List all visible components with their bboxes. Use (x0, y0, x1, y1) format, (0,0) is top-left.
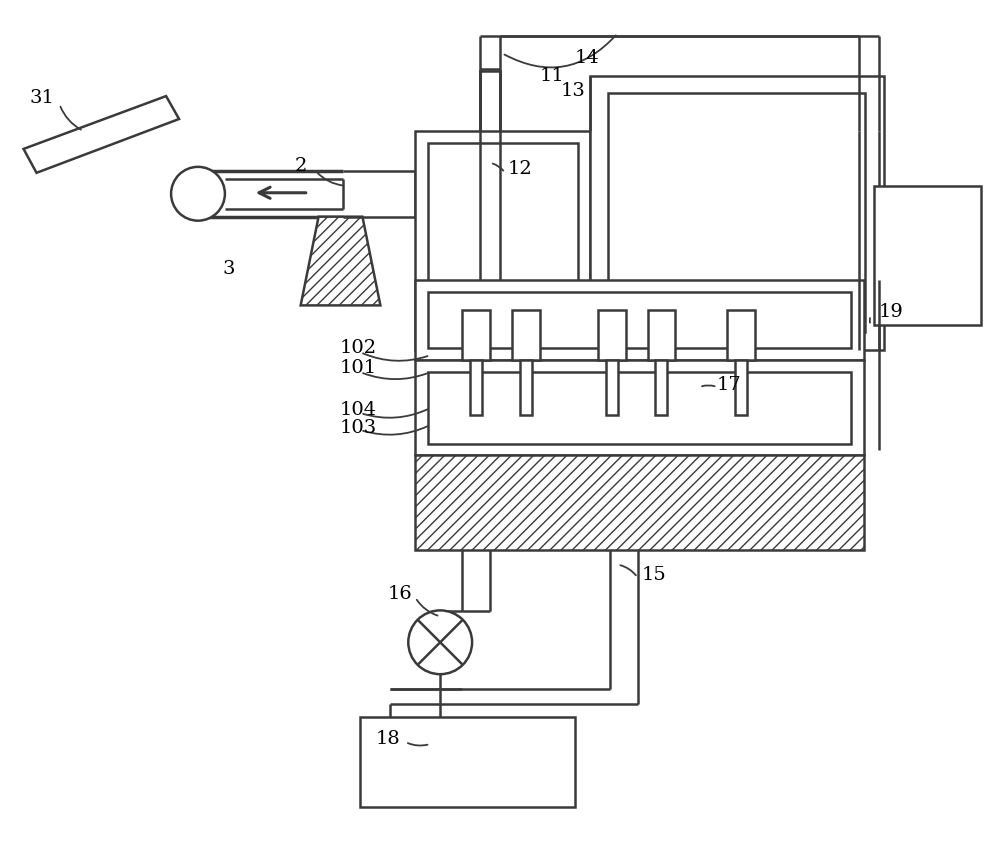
Text: 19: 19 (878, 303, 903, 322)
Bar (590, 76, 884, 351)
Bar (360, 717, 575, 807)
Text: 12: 12 (508, 160, 532, 178)
Bar (598, 311, 626, 360)
Text: 17: 17 (717, 376, 742, 394)
Bar (512, 311, 540, 360)
Circle shape (408, 610, 472, 674)
Text: 101: 101 (340, 359, 377, 377)
Bar (428, 372, 851, 444)
Bar (874, 186, 981, 325)
Bar (735, 360, 747, 415)
Bar (428, 293, 851, 348)
Bar (415, 360, 864, 455)
Bar (520, 360, 532, 415)
Text: 13: 13 (560, 82, 585, 100)
Text: 102: 102 (340, 340, 377, 357)
Bar (225, 179, 343, 208)
Text: 18: 18 (376, 730, 401, 748)
Bar (480, 71, 500, 180)
Text: 15: 15 (642, 566, 667, 584)
Bar (608, 93, 865, 332)
Circle shape (171, 167, 225, 220)
Bar (428, 143, 578, 337)
Text: 103: 103 (340, 419, 377, 437)
Text: 3: 3 (223, 260, 235, 277)
Bar (415, 455, 864, 550)
Text: 31: 31 (29, 89, 54, 107)
Bar (648, 311, 675, 360)
Bar (462, 311, 490, 360)
Polygon shape (301, 217, 380, 306)
Text: 104: 104 (340, 401, 377, 419)
Text: 14: 14 (574, 49, 599, 67)
Bar (415, 281, 864, 360)
Text: 11: 11 (539, 67, 564, 85)
Bar (606, 360, 618, 415)
Text: 16: 16 (388, 585, 413, 603)
Bar (727, 311, 755, 360)
Text: 2: 2 (294, 157, 307, 174)
Polygon shape (24, 96, 179, 173)
Bar (655, 360, 667, 415)
Bar (470, 360, 482, 415)
Bar (415, 131, 590, 351)
